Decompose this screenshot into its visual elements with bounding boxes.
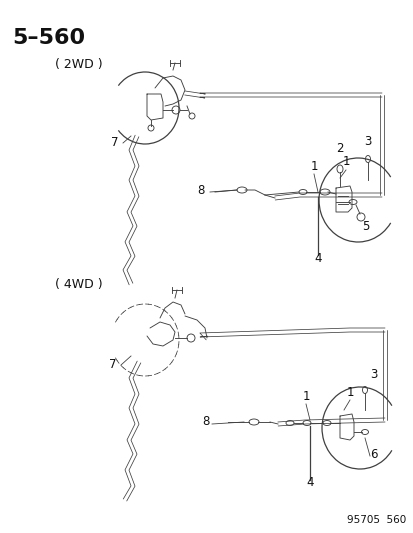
Text: 7: 7 bbox=[109, 358, 116, 371]
Text: 4: 4 bbox=[313, 252, 321, 265]
Text: 3: 3 bbox=[363, 135, 371, 148]
Text: 4: 4 bbox=[306, 476, 313, 489]
Text: 1: 1 bbox=[345, 386, 353, 399]
Text: 1: 1 bbox=[309, 160, 317, 173]
Text: 1: 1 bbox=[301, 390, 309, 403]
Text: 8: 8 bbox=[202, 415, 209, 428]
Text: 5–560: 5–560 bbox=[12, 28, 85, 48]
Text: 5: 5 bbox=[361, 220, 369, 233]
Text: ( 4WD ): ( 4WD ) bbox=[55, 278, 102, 291]
Text: ( 2WD ): ( 2WD ) bbox=[55, 58, 102, 71]
Text: 95705  560: 95705 560 bbox=[346, 515, 405, 525]
Text: 2: 2 bbox=[335, 142, 343, 155]
Text: 1: 1 bbox=[342, 155, 349, 168]
Text: 8: 8 bbox=[197, 184, 204, 197]
Text: 7: 7 bbox=[111, 136, 119, 149]
Text: 6: 6 bbox=[369, 448, 377, 461]
Text: 3: 3 bbox=[369, 368, 377, 381]
